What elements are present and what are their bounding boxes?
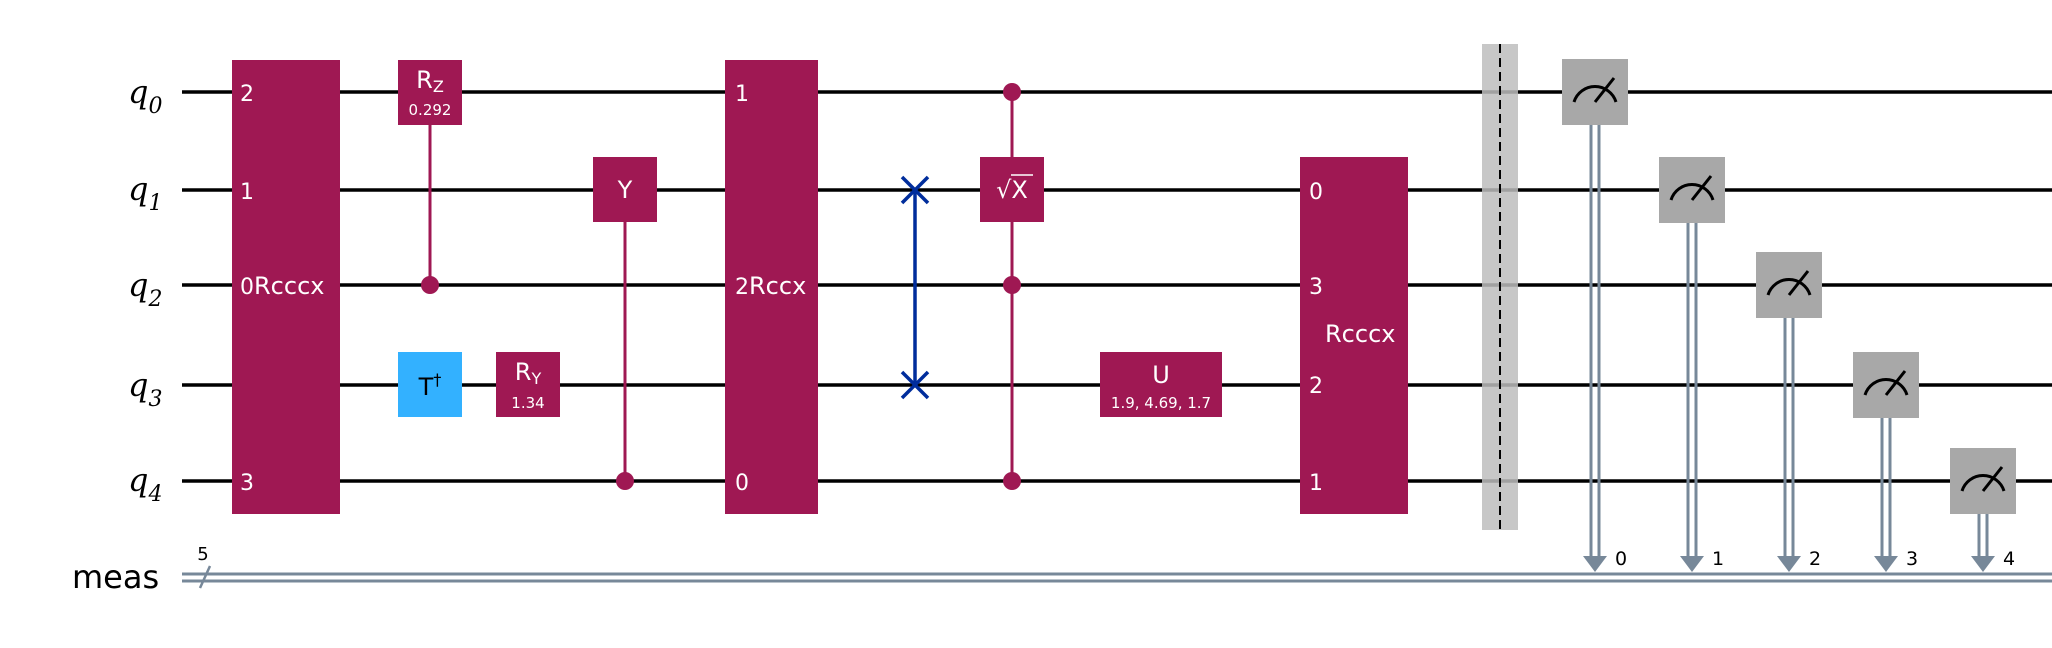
- control-dot: [1003, 83, 1021, 101]
- qubit-labels: q0 q1 q2 q3 q4: [128, 73, 162, 507]
- measure-gate-q4[interactable]: 4: [1950, 448, 2016, 572]
- rcccx-gate-1[interactable]: 2 1 0 3 Rcccx: [232, 60, 340, 514]
- pin-label: 1: [240, 180, 254, 205]
- measure-gate-q3[interactable]: 3: [1853, 352, 1919, 572]
- pin-label: 0: [1309, 180, 1323, 205]
- gate-name: U: [1152, 361, 1170, 389]
- measure-gate-q0[interactable]: 0: [1562, 59, 1628, 572]
- measure-arrow: [1971, 556, 1995, 572]
- classical-wire: [182, 572, 2052, 583]
- meter-icon: [1960, 474, 2006, 492]
- measure-arrow: [1680, 556, 1704, 572]
- gate-name: Rccx: [749, 272, 806, 300]
- pin-label: 3: [240, 471, 254, 496]
- meter-icon: [1669, 183, 1715, 201]
- swap-cross-q3: [900, 370, 930, 400]
- measure-gate-q1[interactable]: 1: [1659, 157, 1725, 572]
- pin-label: 2: [240, 82, 254, 107]
- qubit-label-0: q0: [128, 73, 162, 119]
- rccx-gate[interactable]: 1 2 0 Rccx: [725, 60, 818, 514]
- meter-icon: [1766, 278, 1812, 296]
- ry-gate[interactable]: RY 1.34: [496, 352, 560, 417]
- qubit-label-4: q4: [128, 461, 162, 507]
- gate-name: √X: [996, 176, 1028, 204]
- pin-label: 1: [735, 82, 749, 107]
- measure-arrow: [1583, 556, 1607, 572]
- measurements: 0 1 2 3 4: [1562, 59, 2016, 572]
- pin-label: 2: [1309, 374, 1323, 399]
- pin-label: 3: [1309, 275, 1323, 300]
- meter-icon: [1863, 378, 1909, 396]
- gate-name: Rcccx: [1325, 320, 1395, 348]
- classical-bit-label: 1: [1712, 548, 1724, 570]
- measure-arrow: [1874, 556, 1898, 572]
- classical-bit-label: 0: [1615, 548, 1627, 570]
- register-size: 5: [197, 544, 208, 565]
- classical-bit-label: 2: [1809, 548, 1821, 570]
- qubit-label-3: q3: [128, 366, 162, 412]
- meter-icon: [1572, 85, 1618, 103]
- bus-slash: [198, 565, 212, 589]
- gate-name: T†: [418, 370, 442, 401]
- qubit-label-1: q1: [128, 170, 162, 216]
- gate-name: Rcccx: [254, 272, 324, 300]
- qubit-label-2: q2: [128, 266, 162, 312]
- control-dot: [421, 276, 439, 294]
- swap-gate[interactable]: [900, 175, 930, 400]
- gate-param: 1.34: [511, 394, 544, 412]
- qubit-wires: [182, 90, 2052, 483]
- pin-label: 2: [735, 275, 749, 300]
- barrier: [1482, 44, 1518, 530]
- classical-register-label: meas: [72, 558, 159, 596]
- pin-label: 0: [735, 471, 749, 496]
- gate-name: RZ: [416, 66, 444, 96]
- control-dot: [1003, 276, 1021, 294]
- gate-param: 0.292: [409, 101, 452, 119]
- u-gate[interactable]: U 1.9, 4.69, 1.7: [1100, 352, 1222, 417]
- classical-bit-label: 3: [1906, 548, 1918, 570]
- gate-name: Y: [617, 176, 633, 204]
- pin-label: 0: [240, 275, 254, 300]
- controlled-rz-gate[interactable]: RZ 0.292: [398, 60, 462, 294]
- swap-cross-q1: [900, 175, 930, 205]
- measure-gate-q2[interactable]: 2: [1756, 252, 1822, 572]
- gate-name: RY: [515, 358, 542, 388]
- rcccx-gate-2[interactable]: 0 3 2 1 Rcccx: [1300, 157, 1408, 514]
- controlled-y-gate[interactable]: Y: [593, 157, 657, 490]
- controlled-sx-gate[interactable]: √X: [980, 83, 1044, 490]
- control-dot: [1003, 472, 1021, 490]
- tdg-gate[interactable]: T†: [398, 352, 462, 417]
- classical-bit-label: 4: [2003, 548, 2015, 570]
- control-dot: [616, 472, 634, 490]
- measure-arrow: [1777, 556, 1801, 572]
- gate-param: 1.9, 4.69, 1.7: [1111, 394, 1211, 412]
- pin-label: 1: [1309, 471, 1323, 496]
